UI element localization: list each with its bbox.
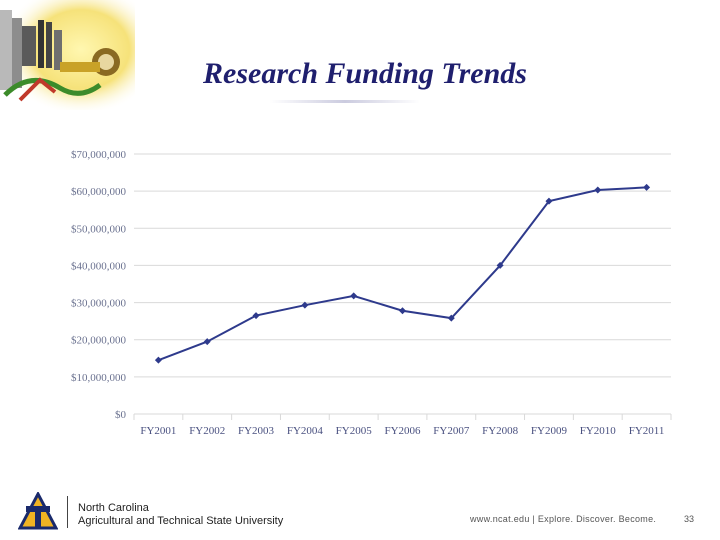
data-point — [301, 301, 309, 309]
data-point — [252, 312, 260, 320]
x-tick-label: FY2007 — [433, 425, 470, 437]
footer-url-tagline: www.ncat.edu | Explore. Discover. Become… — [470, 514, 657, 524]
campus-collage-icon — [0, 0, 135, 110]
header-campus-collage — [0, 0, 135, 110]
x-tick-label: FY2005 — [336, 425, 373, 437]
y-tick-label: $60,000,000 — [71, 186, 127, 198]
data-point — [545, 197, 553, 205]
data-point — [447, 314, 455, 322]
title-underline — [270, 100, 420, 103]
x-tick-label: FY2004 — [287, 425, 324, 437]
series-line — [158, 186, 647, 362]
series-points — [154, 183, 651, 364]
y-tick-label: $70,000,000 — [71, 149, 127, 161]
x-tick-label: FY2003 — [238, 425, 275, 437]
footer-separator — [67, 496, 68, 528]
x-tick-label: FY2010 — [580, 425, 617, 437]
data-point — [154, 356, 162, 364]
x-tick-label: FY2011 — [629, 425, 665, 437]
data-point — [496, 261, 504, 269]
data-point — [399, 307, 406, 315]
x-tick-label: FY2001 — [140, 425, 176, 437]
y-tick-label: $20,000,000 — [71, 335, 127, 347]
x-tick-labels: FY2001 FY2002 FY2003 FY2004 FY2005 FY2006 FY20… — [140, 425, 664, 437]
slide-title: Research Funding Trends — [203, 57, 527, 90]
data-point — [594, 186, 602, 194]
x-tick-label: FY2008 — [482, 425, 519, 437]
y-tick-labels: $0 $10,000,000 $20,000,000 $30,000,000 $40,0… — [71, 149, 127, 421]
x-tick-label: FY2002 — [189, 425, 225, 437]
footer-university-line2: Agricultural and Technical State Univers… — [78, 515, 284, 527]
x-tick-label: FY2009 — [531, 425, 568, 437]
page-number: 33 — [684, 514, 695, 524]
ncat-aggie-logo-icon — [17, 490, 59, 532]
data-point — [643, 183, 651, 191]
y-tick-label: $40,000,000 — [71, 260, 127, 272]
y-tick-label: $50,000,000 — [71, 223, 127, 235]
y-tick-label: $10,000,000 — [71, 372, 127, 384]
gridlines — [133, 153, 672, 420]
series-line — [158, 186, 647, 362]
data-point — [350, 292, 358, 300]
footer-university-line1: North Carolina — [78, 502, 149, 514]
x-tick-label: FY2006 — [384, 425, 421, 437]
y-tick-label: $30,000,000 — [71, 298, 127, 310]
data-point — [203, 338, 211, 346]
y-tick-label: $0 — [115, 409, 127, 421]
funding-line-chart: $0 $10,000,000 $20,000,000 $30,000,000 $40,0… — [71, 149, 672, 437]
footer-university-name: North Carolina Agricultural and Technica… — [78, 502, 283, 528]
